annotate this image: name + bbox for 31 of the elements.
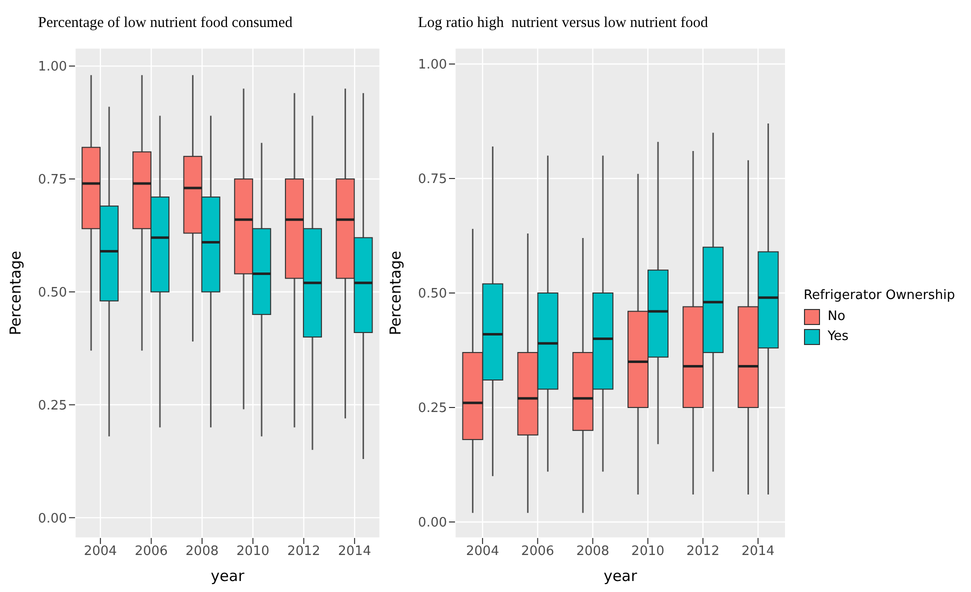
- y-tick-label: 0.25: [418, 401, 447, 416]
- chart-title: Log ratio high nutrient versus low nutrient food: [417, 14, 709, 33]
- x-tick-label: 2010: [236, 544, 270, 560]
- legend-label: No: [828, 309, 846, 324]
- x-tick-label: 2012: [686, 544, 720, 560]
- y-tick-label: 1.00: [418, 58, 447, 73]
- legend-title: Refrigerator Ownership: [804, 288, 955, 302]
- y-tick-label: 0.75: [418, 172, 447, 188]
- x-tick-label: 2008: [576, 544, 610, 560]
- x-tick-label: 2010: [631, 544, 664, 560]
- x-tick-label: 2006: [521, 544, 554, 560]
- x-tick-label: 2012: [287, 544, 320, 560]
- y-tick-label: 0.25: [38, 398, 67, 414]
- y-tick-label: 0.50: [38, 285, 67, 300]
- x-tick-label: 2006: [134, 544, 168, 560]
- y-axis-title: Percentage: [386, 250, 404, 336]
- chart-title: Percentage of low nutrient food consumed: [37, 14, 294, 33]
- y-tick-label: 0.00: [418, 516, 447, 531]
- x-axis-title: year: [210, 567, 246, 585]
- x-tick-label: 2004: [466, 544, 500, 560]
- x-tick-label: 2014: [338, 544, 372, 560]
- y-axis-title: Percentage: [6, 250, 24, 336]
- legend-label: Yes: [828, 329, 849, 344]
- y-tick-label: 0.00: [38, 511, 67, 526]
- y-tick-label: 1.00: [38, 60, 67, 75]
- x-tick-label: 2008: [186, 544, 219, 560]
- x-axis-title: year: [604, 567, 638, 585]
- y-tick-label: 0.50: [418, 286, 447, 302]
- x-tick-label: 2014: [741, 544, 775, 560]
- x-tick-label: 2004: [84, 544, 117, 560]
- y-tick-label: 0.75: [38, 172, 67, 188]
